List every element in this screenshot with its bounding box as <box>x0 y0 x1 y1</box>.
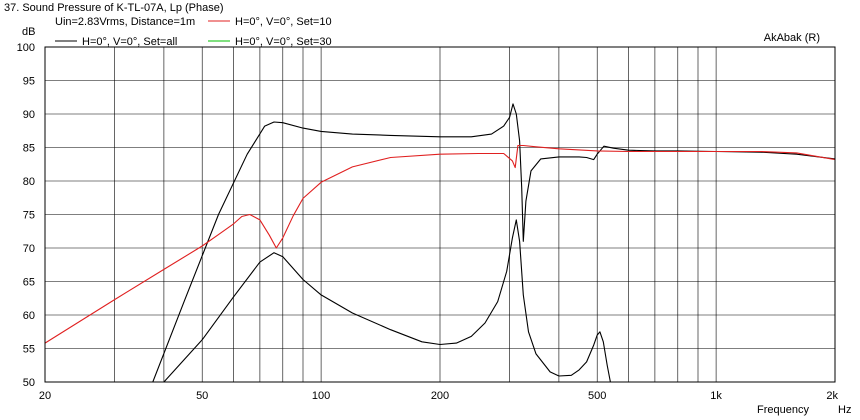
y-tick-label: 60 <box>23 310 35 322</box>
x-tick-label: 100 <box>312 390 330 402</box>
watermark: AkAbak (R) <box>764 32 820 44</box>
y-tick-label: 70 <box>23 243 35 255</box>
series-line-3 <box>163 219 611 383</box>
x-tick-label: 2k <box>826 390 838 402</box>
y-tick-label: 90 <box>23 109 35 121</box>
x-tick-label: 200 <box>431 390 449 402</box>
x-axis-unit: Hz <box>838 404 851 416</box>
legend-label-setall: H=0°, V=0°, Set=all <box>82 36 177 48</box>
y-tick-label: 95 <box>23 76 35 88</box>
y-axis-label: dB <box>22 26 35 38</box>
x-tick-label: 50 <box>196 390 208 402</box>
x-tick-label: 1k <box>710 390 722 402</box>
y-tick-label: 100 <box>17 42 35 54</box>
x-tick-label: 500 <box>588 390 606 402</box>
y-tick-label: 85 <box>23 143 35 155</box>
y-tick-label: 65 <box>23 277 35 289</box>
legend-label-set10: H=0°, V=0°, Set=10 <box>235 16 332 28</box>
x-axis-label: Frequency <box>757 404 809 416</box>
series-line-1 <box>44 144 836 344</box>
series-line-0 <box>152 103 836 383</box>
chart-title: 37. Sound Pressure of K-TL-07A, Lp (Phas… <box>4 2 224 14</box>
y-tick-label: 50 <box>23 377 35 389</box>
x-tick-label: 20 <box>39 390 51 402</box>
legend-label-set30: H=0°, V=0°, Set=30 <box>235 36 332 48</box>
plot-frame <box>44 46 836 383</box>
y-tick-label: 55 <box>23 344 35 356</box>
legend-row1-col1: Uin=2.83Vrms, Distance=1m <box>55 16 195 28</box>
y-tick-label: 75 <box>23 210 35 222</box>
y-tick-label: 80 <box>23 176 35 188</box>
